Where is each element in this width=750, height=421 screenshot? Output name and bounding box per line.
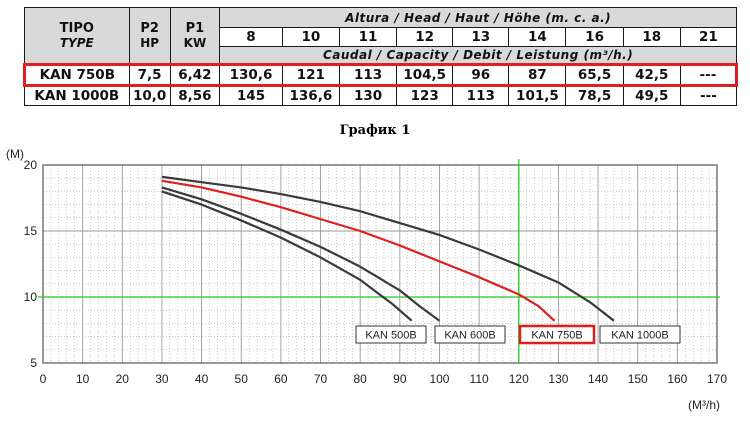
curve-label-kan-750b: KAN 750B	[518, 324, 596, 345]
flow-cell: 130	[338, 84, 398, 107]
x-tick-label: 10	[76, 372, 90, 386]
curve-label-box	[518, 324, 596, 345]
curve-label-text: KAN 500B	[365, 330, 416, 342]
head-value: 11	[338, 27, 398, 47]
curve-label-box	[434, 325, 506, 344]
header-p1-unit: KW	[183, 36, 207, 51]
head-value: 12	[396, 27, 454, 47]
flow-band: Caudal / Capacity / Debit / Leistung (m³…	[219, 45, 737, 66]
graph-caption: График 1	[339, 123, 411, 138]
curve-label-text: KAN 1000B	[611, 330, 668, 342]
x-tick-label: 170	[707, 372, 727, 386]
y-tick-label: 15	[24, 224, 38, 238]
curve-label-text: KAN 600B	[444, 330, 495, 342]
p2-cell: 7,5	[128, 63, 171, 87]
head-values-row: 8 10 11 12 13 14 16 18 21	[25, 27, 738, 47]
y-tick-label: 20	[24, 158, 38, 172]
flow-cell: 65,5	[565, 63, 624, 87]
p1-cell: 8,56	[169, 84, 221, 107]
header-tipo: TIPO TYPE	[24, 6, 130, 66]
x-tick-label: 70	[314, 372, 328, 386]
flow-cell: 121	[281, 63, 340, 87]
x-tick-label: 130	[548, 372, 568, 386]
x-tick-label: 60	[274, 372, 288, 386]
flow-cell: 145	[219, 84, 283, 107]
head-value: 13	[452, 27, 510, 47]
curve-label-kan-600b: KAN 600B	[434, 325, 506, 344]
flow-cell: 101,5	[508, 84, 567, 107]
flow-cell: 87	[508, 63, 567, 87]
flow-cell: 136,6	[281, 84, 340, 107]
curve-label-box	[599, 325, 681, 344]
header-p1-label: P1	[185, 21, 205, 37]
x-tick-label: 0	[40, 372, 47, 386]
header-p2: P2 HP	[128, 6, 171, 66]
head-value: 21	[679, 27, 738, 47]
flow-cell: 123	[396, 84, 454, 107]
pump-curve-chart: KAN 500B KAN 600B KAN 750B KAN 1000B 0 10 20 3…	[6, 147, 728, 412]
flow-cell: 42,5	[622, 63, 681, 87]
x-tick-label: 140	[588, 372, 608, 386]
flow-cell: 78,5	[565, 84, 624, 107]
header-p2-unit: HP	[140, 36, 160, 51]
head-band: Altura / Head / Haut / Höhe (m. c. a.)	[219, 6, 737, 29]
head-value: 10	[281, 27, 340, 47]
y-axis-label: (M)	[6, 147, 24, 161]
x-tick-label: 160	[667, 372, 687, 386]
curve-kan-750b	[161, 179, 556, 322]
head-value: 16	[565, 27, 624, 47]
x-axis-label: (M³/h)	[688, 398, 720, 412]
tick-labels: 0 10 20 30 40 50 60 70 80 90 100 110 120 130 140 150 160…	[24, 158, 728, 386]
curve-kan-500b	[161, 190, 413, 322]
curve-kan-1000b	[161, 175, 615, 322]
curve-label-box	[355, 325, 427, 344]
head-value: 14	[508, 27, 567, 47]
header-p1: P1 KW	[169, 6, 221, 66]
p2-cell: 10,0	[128, 84, 171, 107]
y-tick-label: 10	[24, 290, 38, 304]
table-row-kan-750b: KAN 750B 7,5 6,42 130,6 121 113 104,5 96…	[23, 63, 739, 87]
header-tipo-label: TIPO	[59, 21, 94, 37]
header-type-label: TYPE	[59, 36, 94, 51]
pump-curves	[161, 175, 615, 322]
x-tick-label: 120	[509, 372, 529, 386]
flow-cell: 113	[338, 63, 398, 87]
x-tick-label: 40	[195, 372, 209, 386]
flow-cell: 104,5	[396, 63, 454, 87]
x-tick-label: 110	[470, 372, 489, 386]
x-tick-label: 80	[353, 372, 367, 386]
x-tick-label: 150	[628, 372, 648, 386]
chart-axes	[42, 164, 718, 364]
header-p2-label: P2	[140, 21, 159, 37]
flow-cell: 96	[452, 63, 510, 87]
head-value: 18	[622, 27, 681, 47]
x-tick-label: 30	[155, 372, 169, 386]
model-cell: KAN 750B	[23, 63, 130, 87]
x-tick-label: 90	[393, 372, 407, 386]
flow-cell: 130,6	[219, 63, 283, 87]
x-tick-label: 50	[235, 372, 249, 386]
curve-label-kan-500b: KAN 500B	[355, 325, 427, 344]
x-tick-label: 20	[116, 372, 130, 386]
plot-frame	[42, 164, 718, 364]
p1-cell: 6,42	[169, 63, 221, 87]
spec-table: TIPO TYPE P2 HP P1 KW Altura / Head / Ha…	[23, 6, 739, 107]
model-cell: KAN 1000B	[24, 84, 130, 107]
flow-cell: 49,5	[622, 84, 681, 107]
curve-kan-600b	[161, 186, 441, 322]
y-tick-label: 5	[30, 356, 37, 370]
curve-label-text: KAN 750B	[531, 330, 582, 342]
flow-cell: 113	[452, 84, 510, 107]
head-value: 8	[219, 27, 283, 47]
curve-label-kan-1000b: KAN 1000B	[599, 325, 681, 344]
flow-cell: ---	[679, 63, 739, 87]
x-tick-label: 100	[429, 372, 449, 386]
table-row-kan-1000b: KAN 1000B 10,0 8,56 145 136,6 130 123 11…	[24, 84, 738, 107]
curve-labels: KAN 500B KAN 600B KAN 750B KAN 1000B	[355, 324, 681, 345]
flow-cell: ---	[679, 84, 738, 107]
